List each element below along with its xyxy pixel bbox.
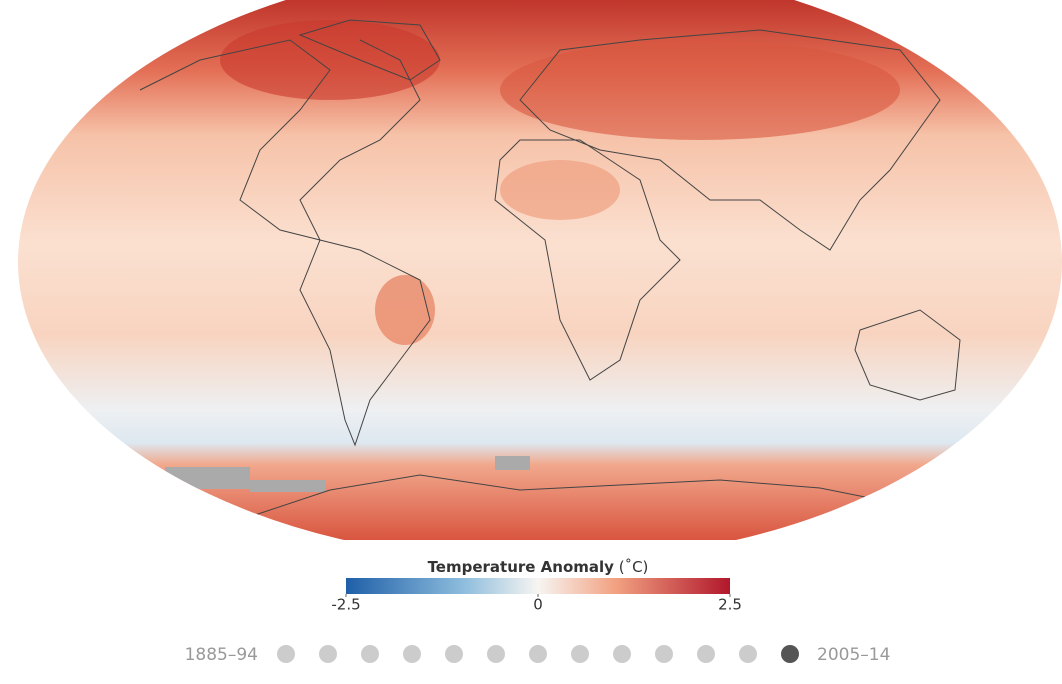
no-data: [165, 467, 250, 489]
timeline-dot[interactable]: [613, 645, 631, 663]
no-data: [250, 480, 325, 492]
timeline-dot[interactable]: [319, 645, 337, 663]
color-scale-tick-label: 2.5: [718, 596, 742, 614]
timeline-dot[interactable]: [697, 645, 715, 663]
timeline-dot[interactable]: [529, 645, 547, 663]
hotspot: [500, 160, 620, 220]
timeline-dot[interactable]: [781, 645, 799, 663]
timeline-end-label: 2005–14: [817, 645, 890, 665]
hotspot: [375, 275, 435, 345]
legend-title-text: Temperature Anomaly: [428, 558, 615, 576]
legend-title: Temperature Anomaly (˚C): [428, 558, 649, 576]
map: [18, 0, 1062, 540]
timeline-dot[interactable]: [277, 645, 295, 663]
timeline-dot[interactable]: [487, 645, 505, 663]
timeline-start-label: 1885–94: [185, 645, 258, 665]
timeline-dot[interactable]: [445, 645, 463, 663]
timeline-dot[interactable]: [739, 645, 757, 663]
timeline-dot[interactable]: [403, 645, 421, 663]
timeline-dot[interactable]: [571, 645, 589, 663]
color-scale-tick-label: -2.5: [331, 596, 360, 614]
timeline: 1885–94 2005–14: [185, 645, 890, 665]
color-scale-ticks: -2.5 0 2.5: [331, 594, 742, 614]
timeline-dot[interactable]: [655, 645, 673, 663]
hotspot: [500, 40, 900, 140]
coastlines: [139, 19, 961, 521]
no-data: [495, 456, 530, 470]
color-scale: [346, 578, 730, 594]
hotspot: [220, 20, 440, 100]
color-scale-tick-label: 0: [533, 596, 543, 614]
legend-unit: (˚C): [619, 558, 649, 576]
timeline-dot[interactable]: [361, 645, 379, 663]
